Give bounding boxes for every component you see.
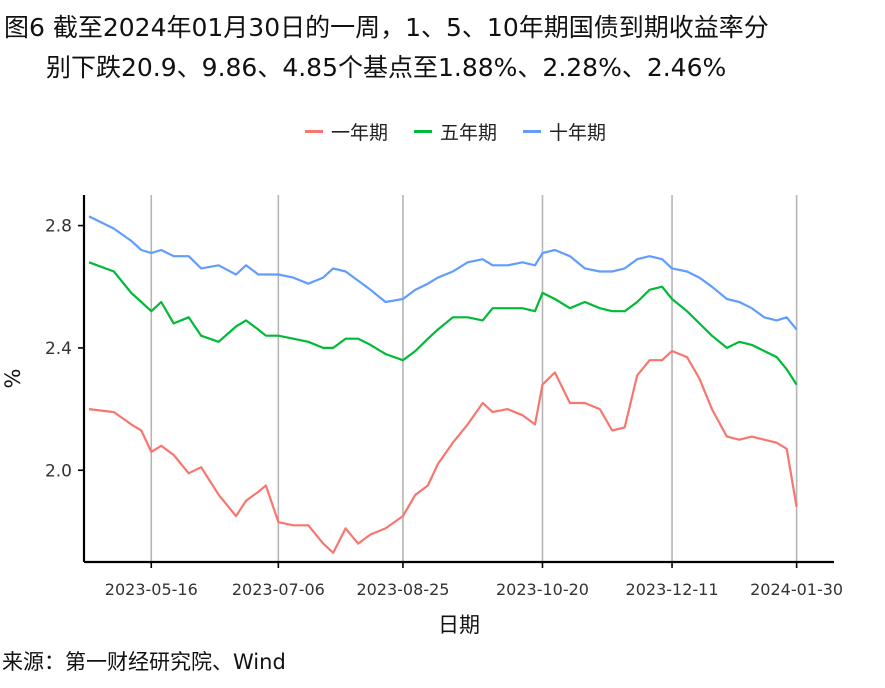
y-tick-label-2: 2.8	[45, 217, 72, 237]
legend-label-1y: 一年期	[331, 122, 389, 144]
legend-item-5y[interactable]: 五年期	[414, 118, 497, 145]
x-tick-label-3: 2023-10-20	[496, 580, 589, 599]
legend-item-10y[interactable]: 十年期	[523, 118, 606, 145]
x-tick-label-0: 2023-05-16	[105, 580, 198, 599]
y-axis-title: %	[1, 369, 25, 389]
x-tick-label-2: 2023-08-25	[356, 580, 449, 599]
legend-swatch-10y	[523, 130, 542, 133]
x-axis-title: 日期	[438, 613, 480, 637]
chart-legend: 一年期 五年期 十年期	[305, 118, 606, 145]
source-note: 来源：第一财经研究院、Wind	[2, 650, 286, 674]
series-line-2	[88, 215, 798, 331]
series-line-1	[88, 261, 798, 386]
series-line-0	[88, 349, 798, 554]
x-tick-label-4: 2023-12-11	[626, 580, 719, 599]
chart-title-line-1: 图6 截至2024年01月30日的一周，1、5、10年期国债到期收益率分	[4, 13, 769, 42]
legend-label-10y: 十年期	[549, 122, 607, 144]
x-tick-label-1: 2023-07-06	[232, 580, 325, 599]
legend-swatch-5y	[414, 130, 433, 133]
x-tick-label-5: 2024-01-30	[750, 580, 843, 599]
y-tick-label-1: 2.4	[45, 339, 72, 359]
legend-swatch-1y	[305, 130, 323, 133]
chart-title-line-2: 别下跌20.9、9.86、4.85个基点至1.88%、2.28%、2.46%	[46, 53, 727, 82]
y-tick-label-0: 2.0	[45, 461, 72, 481]
legend-label-5y: 五年期	[440, 122, 498, 144]
legend-item-1y[interactable]: 一年期	[305, 118, 388, 145]
